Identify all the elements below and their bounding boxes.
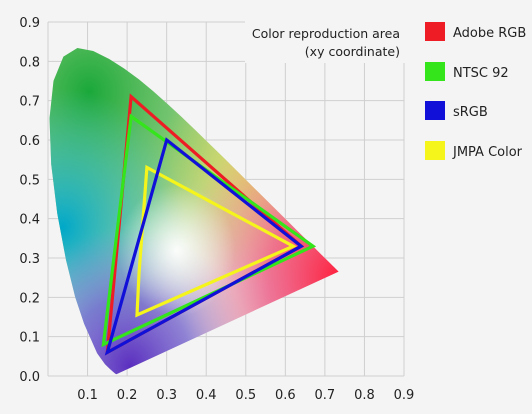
- y-tick-label: 0.3: [19, 252, 40, 267]
- y-tick-label: 0.4: [19, 213, 40, 228]
- y-tick-label: 0.6: [19, 134, 40, 149]
- x-tick-label: 0.6: [275, 388, 296, 403]
- legend-swatch: [425, 141, 445, 160]
- legend-label: NTSC 92: [453, 66, 509, 81]
- legend-swatch: [425, 101, 445, 120]
- y-tick-label: 0.1: [19, 331, 40, 346]
- y-tick-label: 0.7: [19, 95, 40, 110]
- x-tick-label: 0.5: [235, 388, 256, 403]
- locus-gradient-white: [49, 48, 339, 375]
- gamut-triangles: [101, 93, 317, 356]
- x-tick-label: 0.8: [354, 388, 375, 403]
- y-tick-label: 0.2: [19, 291, 40, 306]
- legend: Adobe RGB NTSC 92 sRGB JMPA Color: [425, 22, 526, 160]
- x-tick-label: 0.3: [156, 388, 177, 403]
- y-tick-label: 0.5: [19, 173, 40, 188]
- spectral-locus-region: [49, 48, 339, 375]
- y-tick-label: 0.8: [19, 55, 40, 70]
- chart-title: Color reproduction area: [252, 26, 400, 41]
- gamut-srgb: [104, 137, 305, 356]
- legend-label: JMPA Color: [452, 145, 523, 160]
- y-tick-label: 0.9: [19, 16, 40, 31]
- legend-label: sRGB: [453, 105, 488, 120]
- locus-color-fill: [49, 48, 339, 375]
- y-tick-label: 0.0: [19, 370, 40, 385]
- gamut-jmpa-color: [135, 164, 297, 318]
- title-background: [245, 20, 406, 63]
- legend-swatch: [425, 62, 445, 81]
- x-tick-label: 0.4: [196, 388, 217, 403]
- x-tick-label: 0.9: [394, 388, 415, 403]
- chart-subtitle: (xy coordinate): [305, 44, 400, 59]
- x-tick-label: 0.2: [117, 388, 138, 403]
- axis-ticks: 0.0 0.1 0.2 0.3 0.4 0.5 0.6 0.7 0.8 0.9 0.1 0.2 0.3 0…: [19, 16, 414, 403]
- x-tick-label: 0.7: [315, 388, 336, 403]
- legend-swatch: [425, 22, 445, 41]
- chart-title-box: Color reproduction area (xy coordinate): [245, 20, 406, 63]
- legend-label: Adobe RGB: [453, 26, 526, 41]
- x-tick-label: 0.1: [77, 388, 98, 403]
